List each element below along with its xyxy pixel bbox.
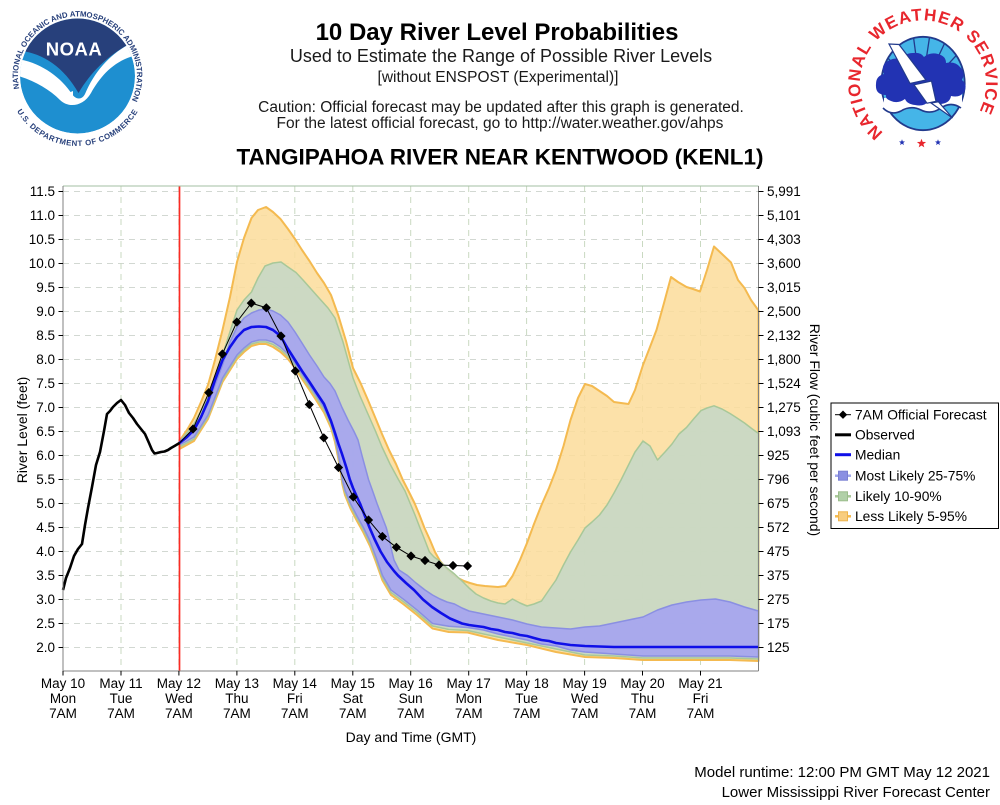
svg-text:796: 796 [767, 472, 790, 487]
svg-text:May 13: May 13 [215, 676, 259, 691]
svg-text:May 21: May 21 [678, 676, 722, 691]
svg-text:NOAA: NOAA [46, 39, 102, 60]
svg-text:Fri: Fri [693, 691, 709, 706]
svg-text:2,500: 2,500 [767, 304, 801, 319]
svg-text:May 14: May 14 [273, 676, 318, 691]
svg-text:7AM: 7AM [107, 706, 135, 721]
svg-text:7AM: 7AM [281, 706, 309, 721]
svg-text:Used to Estimate the Range of: Used to Estimate the Range of Possible R… [290, 46, 712, 66]
svg-text:May 18: May 18 [504, 676, 548, 691]
svg-text:River Level (feet): River Level (feet) [14, 377, 30, 484]
svg-text:572: 572 [767, 520, 790, 535]
svg-text:7AM: 7AM [49, 706, 77, 721]
svg-text:675: 675 [767, 496, 790, 511]
svg-text:11.0: 11.0 [30, 208, 55, 223]
svg-text:May 15: May 15 [331, 676, 375, 691]
svg-text:7AM: 7AM [513, 706, 541, 721]
svg-text:11.5: 11.5 [30, 184, 55, 199]
svg-text:925: 925 [767, 448, 790, 463]
svg-text:For the latest official foreca: For the latest official forecast, go to … [277, 115, 724, 132]
svg-text:River Flow (cubic feet per sec: River Flow (cubic feet per second) [807, 324, 823, 536]
svg-text:7AM: 7AM [397, 706, 425, 721]
svg-text:7AM: 7AM [455, 706, 483, 721]
svg-text:Mon: Mon [50, 691, 76, 706]
svg-text:1,093: 1,093 [767, 424, 801, 439]
svg-text:175: 175 [767, 616, 790, 631]
svg-text:Median: Median [855, 448, 900, 463]
svg-text:7AM: 7AM [687, 706, 715, 721]
svg-text:9.0: 9.0 [36, 304, 55, 319]
svg-text:475: 475 [767, 544, 790, 559]
svg-text:7AM: 7AM [165, 706, 193, 721]
svg-text:May 10: May 10 [41, 676, 85, 691]
svg-text:Wed: Wed [165, 691, 193, 706]
svg-text:125: 125 [767, 640, 790, 655]
svg-text:5,101: 5,101 [767, 208, 801, 223]
svg-text:Sun: Sun [399, 691, 423, 706]
svg-text:1,800: 1,800 [767, 352, 801, 367]
svg-text:6.0: 6.0 [36, 448, 55, 463]
svg-text:3,015: 3,015 [767, 280, 801, 295]
svg-text:Likely 10-90%: Likely 10-90% [855, 489, 942, 504]
svg-text:4.0: 4.0 [36, 544, 55, 559]
svg-text:3.0: 3.0 [36, 592, 55, 607]
svg-text:May 20: May 20 [620, 676, 664, 691]
svg-text:May 16: May 16 [389, 676, 433, 691]
svg-text:May 19: May 19 [562, 676, 606, 691]
svg-text:7AM: 7AM [571, 706, 599, 721]
svg-text:Lower Mississippi River Foreca: Lower Mississippi River Forecast Center [722, 784, 990, 800]
svg-text:2.5: 2.5 [36, 616, 55, 631]
svg-text:10.0: 10.0 [29, 256, 55, 271]
svg-text:Observed: Observed [855, 428, 915, 443]
svg-text:7AM: 7AM [339, 706, 367, 721]
svg-text:Mon: Mon [456, 691, 482, 706]
svg-text:[without ENSPOST (Experimental: [without ENSPOST (Experimental)] [378, 69, 619, 86]
svg-text:7AM: 7AM [629, 706, 657, 721]
svg-text:7.0: 7.0 [36, 400, 55, 415]
svg-text:Wed: Wed [571, 691, 599, 706]
svg-text:Tue: Tue [515, 691, 538, 706]
svg-text:May 11: May 11 [99, 676, 142, 691]
svg-text:Fri: Fri [287, 691, 303, 706]
svg-text:10.5: 10.5 [29, 232, 55, 247]
svg-text:Caution: Official forecast may: Caution: Official forecast may be update… [258, 99, 744, 116]
svg-text:May 17: May 17 [447, 676, 491, 691]
svg-text:6.5: 6.5 [36, 424, 55, 439]
svg-text:4,303: 4,303 [767, 232, 801, 247]
svg-text:Sat: Sat [343, 691, 364, 706]
svg-text:Less Likely 5-95%: Less Likely 5-95% [855, 509, 967, 524]
svg-text:Most Likely 25-75%: Most Likely 25-75% [855, 469, 975, 484]
svg-text:5,991: 5,991 [767, 184, 801, 199]
svg-text:8.0: 8.0 [36, 352, 55, 367]
svg-text:3.5: 3.5 [36, 568, 55, 583]
svg-text:1,275: 1,275 [767, 400, 801, 415]
svg-text:7AM: 7AM [223, 706, 251, 721]
svg-text:2.0: 2.0 [36, 640, 55, 655]
svg-text:Thu: Thu [225, 691, 248, 706]
svg-text:375: 375 [767, 568, 790, 583]
svg-text:TANGIPAHOA RIVER NEAR KENTWOOD: TANGIPAHOA RIVER NEAR KENTWOOD (KENL1) [236, 145, 763, 170]
svg-text:10 Day River Level Probabiliti: 10 Day River Level Probabilities [316, 19, 679, 46]
svg-text:4.5: 4.5 [36, 520, 55, 535]
svg-text:8.5: 8.5 [36, 328, 55, 343]
svg-text:Model runtime: 12:00 PM GMT Ma: Model runtime: 12:00 PM GMT May 12 2021 [694, 764, 990, 781]
svg-text:7AM Official Forecast: 7AM Official Forecast [855, 408, 987, 423]
svg-text:Day and Time (GMT): Day and Time (GMT) [346, 729, 477, 745]
svg-text:9.5: 9.5 [36, 280, 55, 295]
svg-text:7.5: 7.5 [36, 376, 55, 391]
svg-text:Thu: Thu [631, 691, 654, 706]
svg-text:3,600: 3,600 [767, 256, 801, 271]
svg-text:5.0: 5.0 [36, 496, 55, 511]
svg-text:Tue: Tue [110, 691, 133, 706]
svg-text:275: 275 [767, 592, 790, 607]
svg-text:2,132: 2,132 [767, 328, 801, 343]
svg-text:5.5: 5.5 [36, 472, 55, 487]
svg-text:May 12: May 12 [157, 676, 201, 691]
svg-text:1,524: 1,524 [767, 376, 801, 391]
